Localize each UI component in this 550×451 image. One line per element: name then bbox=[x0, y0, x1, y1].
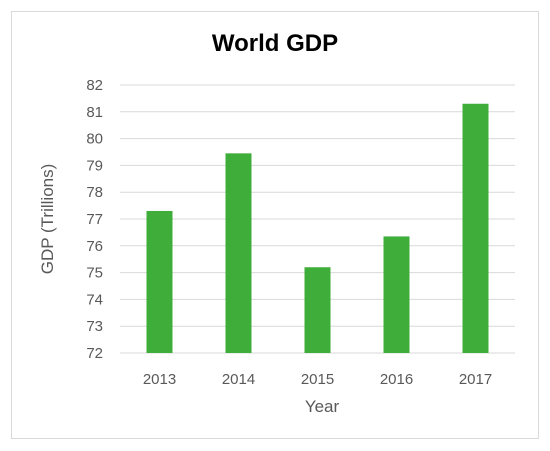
y-tick-label: 77 bbox=[86, 211, 103, 228]
x-tick-label: 2015 bbox=[301, 371, 334, 388]
y-tick-label: 80 bbox=[86, 131, 103, 148]
y-tick-label: 75 bbox=[86, 265, 103, 282]
x-axis-label: Year bbox=[305, 397, 340, 416]
grid-layer bbox=[120, 84, 515, 354]
y-tick-label: 81 bbox=[86, 104, 103, 121]
y-tick-label: 78 bbox=[86, 184, 103, 201]
x-tick-label: 2017 bbox=[459, 371, 492, 388]
y-tick-label: 79 bbox=[86, 157, 103, 174]
bar-2017 bbox=[462, 103, 489, 353]
y-tick-label: 73 bbox=[86, 318, 103, 335]
x-tick-labels: 2013 2014 2015 2016 2017 bbox=[143, 371, 492, 388]
y-tick-label: 76 bbox=[86, 238, 103, 255]
y-tick-labels: 72 73 74 75 76 77 78 79 80 81 82 bbox=[86, 77, 103, 362]
bars-layer bbox=[146, 103, 489, 353]
chart-frame bbox=[11, 11, 539, 439]
bar-2015 bbox=[304, 267, 331, 353]
x-tick-label: 2013 bbox=[143, 371, 176, 388]
y-tick-label: 72 bbox=[86, 345, 103, 362]
y-tick-label: 82 bbox=[86, 77, 103, 94]
y-tick-label: 74 bbox=[86, 291, 103, 308]
bar-2014 bbox=[225, 153, 252, 353]
x-tick-label: 2016 bbox=[380, 371, 413, 388]
x-tick-label: 2014 bbox=[222, 371, 255, 388]
y-axis-label: GDP (Trillions) bbox=[38, 164, 57, 275]
chart-title: World GDP bbox=[212, 30, 338, 57]
bar-2016 bbox=[383, 236, 410, 353]
bar-2013 bbox=[146, 210, 173, 353]
